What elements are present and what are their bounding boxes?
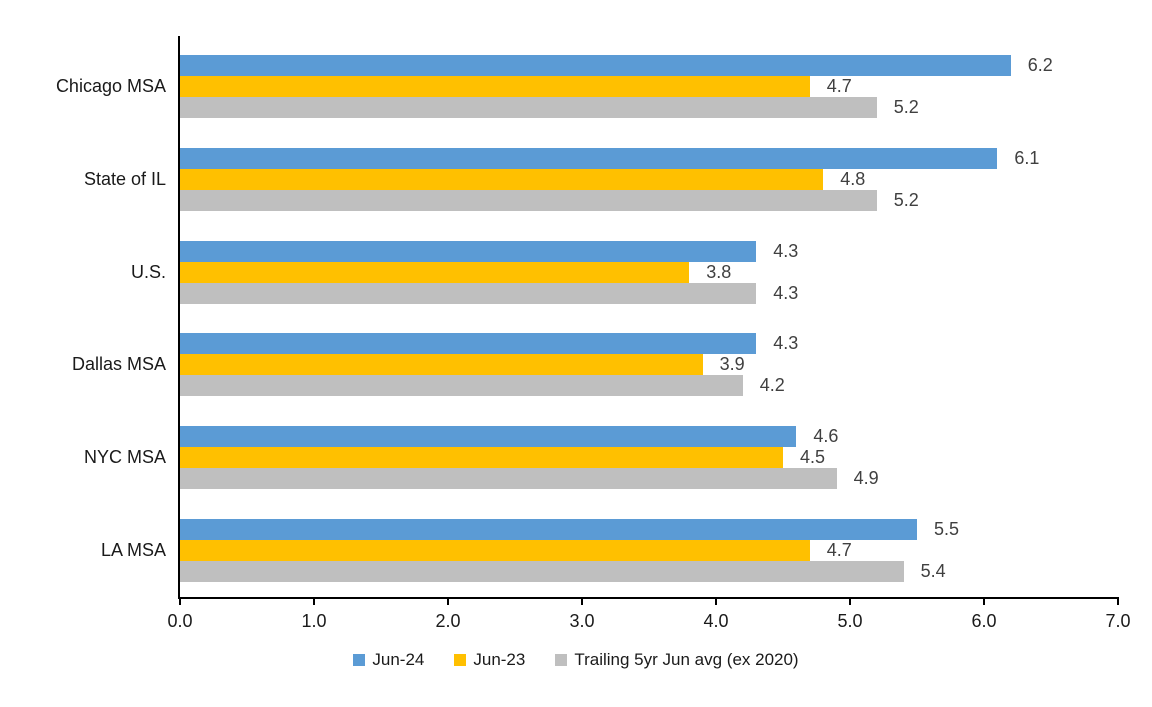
- x-axis-tick: [581, 597, 583, 605]
- legend-swatch-icon: [454, 654, 467, 666]
- data-label: 6.2: [1027, 54, 1053, 75]
- bar-jun-24: [180, 240, 757, 262]
- legend-swatch-icon: [353, 654, 366, 666]
- chart-row: U.S. 4.3 3.8 4.3: [131, 226, 1118, 319]
- x-axis-tick: [1117, 597, 1119, 605]
- bar-trailing-5yr-jun-avg-ex-2020-: [180, 189, 877, 211]
- bar-jun-24: [180, 54, 1011, 76]
- chart-row: NYC MSA 4.6 4.5 4.9: [84, 411, 1118, 504]
- bar-jun-24: [180, 426, 797, 448]
- data-label: 4.3: [773, 333, 799, 354]
- data-label: 4.6: [813, 426, 839, 447]
- x-axis-tick: [983, 597, 985, 605]
- category-label: State of IL: [83, 168, 166, 189]
- bar-jun-23: [180, 540, 810, 562]
- data-label: 4.2: [759, 375, 785, 396]
- data-label: 5.4: [920, 561, 946, 582]
- legend: Jun-24 Jun-23 Trailing 5yr Jun avg (ex 202…: [0, 650, 1152, 670]
- bar-trailing-5yr-jun-avg-ex-2020-: [180, 282, 757, 304]
- x-axis-tick: [715, 597, 717, 605]
- x-tick-label: 7.0: [1105, 611, 1131, 631]
- x-axis-line: [178, 597, 1118, 599]
- x-tick-label: 5.0: [837, 611, 863, 631]
- chart-row: Chicago MSA 6.2 4.7 5.2: [56, 40, 1118, 133]
- data-label: 3.9: [719, 354, 745, 375]
- category-label: Dallas MSA: [71, 354, 166, 375]
- plot-area: Chicago MSA 6.2 4.7 5.2 State of IL 6.1 4.8 5.2…: [56, 36, 1131, 631]
- bar-jun-24: [180, 519, 917, 541]
- category-label: LA MSA: [100, 540, 166, 561]
- bar-trailing-5yr-jun-avg-ex-2020-: [180, 375, 743, 397]
- legend-label: Trailing 5yr Jun avg (ex 2020): [574, 650, 799, 669]
- y-axis-line: [178, 36, 180, 599]
- data-label: 5.2: [893, 96, 919, 117]
- legend-item: Trailing 5yr Jun avg (ex 2020): [555, 650, 799, 670]
- legend-swatch-icon: [555, 654, 568, 666]
- bar-jun-23: [180, 447, 783, 469]
- category-label: U.S.: [130, 261, 166, 282]
- bar-jun-24: [180, 147, 998, 169]
- legend-item: Jun-24: [353, 650, 424, 670]
- bar-jun-23: [180, 261, 690, 283]
- data-label: 6.1: [1014, 147, 1040, 168]
- x-tick-label: 3.0: [569, 611, 595, 631]
- data-label: 4.7: [826, 540, 852, 561]
- chart-row: State of IL 6.1 4.8 5.2: [84, 133, 1118, 226]
- data-label: 5.2: [893, 189, 919, 210]
- chart-row: Dallas MSA 4.3 3.9 4.2: [72, 319, 1118, 412]
- x-axis-tick: [179, 597, 181, 605]
- bar-jun-23: [180, 354, 703, 376]
- data-label: 4.8: [840, 168, 866, 189]
- legend-label: Jun-23: [473, 650, 526, 669]
- x-axis-tick: [313, 597, 315, 605]
- category-label: NYC MSA: [83, 447, 166, 468]
- bar-trailing-5yr-jun-avg-ex-2020-: [180, 561, 904, 583]
- bar-trailing-5yr-jun-avg-ex-2020-: [180, 96, 877, 118]
- x-tick-label: 0.0: [167, 611, 193, 631]
- data-label: 5.5: [934, 519, 960, 540]
- data-label: 3.8: [706, 261, 732, 282]
- x-axis-tick: [447, 597, 449, 605]
- legend-item: Jun-23: [454, 650, 525, 670]
- data-label: 4.3: [773, 240, 799, 261]
- bar-jun-23: [180, 168, 824, 190]
- category-label: Chicago MSA: [55, 75, 166, 96]
- chart-row: LA MSA 5.5 4.7 5.4: [101, 504, 1118, 597]
- data-label: 4.5: [800, 447, 826, 468]
- data-label: 4.9: [853, 468, 879, 489]
- bar-jun-23: [180, 75, 810, 97]
- bar-jun-24: [180, 333, 757, 355]
- bar-trailing-5yr-jun-avg-ex-2020-: [180, 468, 837, 490]
- x-tick-label: 2.0: [435, 611, 461, 631]
- data-label: 4.3: [773, 282, 799, 303]
- x-axis-tick: [849, 597, 851, 605]
- x-tick-label: 4.0: [703, 611, 729, 631]
- data-label: 4.7: [826, 75, 852, 96]
- x-tick-label: 1.0: [301, 611, 327, 631]
- legend-label: Jun-24: [372, 650, 425, 669]
- x-tick-label: 6.0: [971, 611, 997, 631]
